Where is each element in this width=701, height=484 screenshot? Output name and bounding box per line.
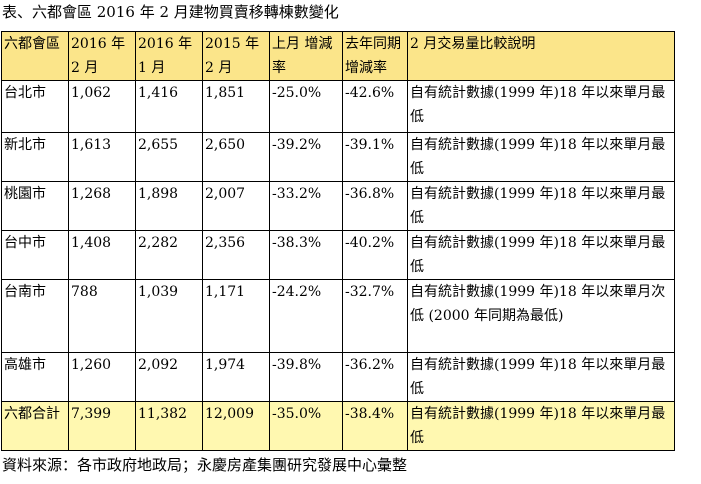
note-cell: 自有統計數據(1999 年)18 年以來單月最低 xyxy=(407,80,675,133)
region-cell: 新北市 xyxy=(1,132,69,182)
source-note: 資料來源：各市政府地政局；永慶房產集團研究發展中心彙整 xyxy=(2,456,408,474)
note-cell: 自有統計數據(1999 年)18 年以來單月最低 xyxy=(407,352,675,402)
value-cell: 1,171 xyxy=(202,279,270,353)
total-row: 六都合計 7,399 11,382 12,009 -35.0% -38.4% 自… xyxy=(1,401,675,451)
value-cell: 1,851 xyxy=(202,80,270,133)
value-cell: 2,655 xyxy=(135,132,203,182)
value-cell: 1,613 xyxy=(68,132,136,182)
change-cell: -33.2% xyxy=(269,181,343,231)
change-cell: -38.3% xyxy=(269,230,343,280)
table-row: 台南市 788 1,039 1,171 -24.2% -32.7% 自有統計數據… xyxy=(1,279,675,353)
note-cell: 自有統計數據(1999 年)18 年以來單月最低 xyxy=(407,181,675,231)
table-row: 新北市 1,613 2,655 2,650 -39.2% -39.1% 自有統計… xyxy=(1,132,675,182)
change-cell: -40.2% xyxy=(342,230,408,280)
value-cell: 7,399 xyxy=(68,401,136,451)
change-cell: -36.8% xyxy=(342,181,408,231)
region-cell: 高雄市 xyxy=(1,352,69,402)
value-cell: 2,282 xyxy=(135,230,203,280)
header-cell-2016-feb: 2016 年 2 月 xyxy=(68,31,136,81)
change-cell: -39.2% xyxy=(269,132,343,182)
change-cell: -42.6% xyxy=(342,80,408,133)
region-cell: 桃園市 xyxy=(1,181,69,231)
region-cell: 六都合計 xyxy=(1,401,69,451)
header-cell-region: 六都會區 xyxy=(1,31,69,81)
value-cell: 1,898 xyxy=(135,181,203,231)
header-row: 六都會區 2016 年 2 月 2016 年 1 月 2015 年 2 月 上月… xyxy=(1,31,675,81)
value-cell: 1,416 xyxy=(135,80,203,133)
table-row: 高雄市 1,260 2,092 1,974 -39.8% -36.2% 自有統計… xyxy=(1,352,675,402)
change-cell: -32.7% xyxy=(342,279,408,353)
region-cell: 台北市 xyxy=(1,80,69,133)
header-cell-note: 2 月交易量比較說明 xyxy=(407,31,675,81)
note-cell: 自有統計數據(1999 年)18 年以來單月最低 xyxy=(407,132,675,182)
region-cell: 台南市 xyxy=(1,279,69,353)
value-cell: 12,009 xyxy=(202,401,270,451)
table-row: 桃園市 1,268 1,898 2,007 -33.2% -36.8% 自有統計… xyxy=(1,181,675,231)
note-cell: 自有統計數據(1999 年)18 年以來單月次低 (2000 年同期為最低) xyxy=(407,279,675,353)
value-cell: 2,356 xyxy=(202,230,270,280)
note-cell: 自有統計數據(1999 年)18 年以來單月最低 xyxy=(407,401,675,451)
header-cell-yoy-change: 去年同期 增減率 xyxy=(342,31,408,81)
value-cell: 788 xyxy=(68,279,136,353)
change-cell: -35.0% xyxy=(269,401,343,451)
note-cell: 自有統計數據(1999 年)18 年以來單月最低 xyxy=(407,230,675,280)
change-cell: -39.8% xyxy=(269,352,343,402)
value-cell: 2,092 xyxy=(135,352,203,402)
change-cell: -39.1% xyxy=(342,132,408,182)
table-row: 台中市 1,408 2,282 2,356 -38.3% -40.2% 自有統計… xyxy=(1,230,675,280)
change-cell: -25.0% xyxy=(269,80,343,133)
table-title: 表、六都會區 2016 年 2 月建物買賣移轉棟數變化 xyxy=(2,3,339,21)
value-cell: 2,650 xyxy=(202,132,270,182)
table-row: 台北市 1,062 1,416 1,851 -25.0% -42.6% 自有統計… xyxy=(1,80,675,133)
change-cell: -38.4% xyxy=(342,401,408,451)
region-cell: 台中市 xyxy=(1,230,69,280)
value-cell: 1,408 xyxy=(68,230,136,280)
change-cell: -36.2% xyxy=(342,352,408,402)
value-cell: 11,382 xyxy=(135,401,203,451)
value-cell: 2,007 xyxy=(202,181,270,231)
header-cell-mom-change: 上月 增減率 xyxy=(269,31,343,81)
value-cell: 1,062 xyxy=(68,80,136,133)
value-cell: 1,260 xyxy=(68,352,136,402)
value-cell: 1,974 xyxy=(202,352,270,402)
value-cell: 1,039 xyxy=(135,279,203,353)
transaction-table: 六都會區 2016 年 2 月 2016 年 1 月 2015 年 2 月 上月… xyxy=(1,31,675,451)
value-cell: 1,268 xyxy=(68,181,136,231)
change-cell: -24.2% xyxy=(269,279,343,353)
header-cell-2016-jan: 2016 年 1 月 xyxy=(135,31,203,81)
header-cell-2015-feb: 2015 年 2 月 xyxy=(202,31,270,81)
